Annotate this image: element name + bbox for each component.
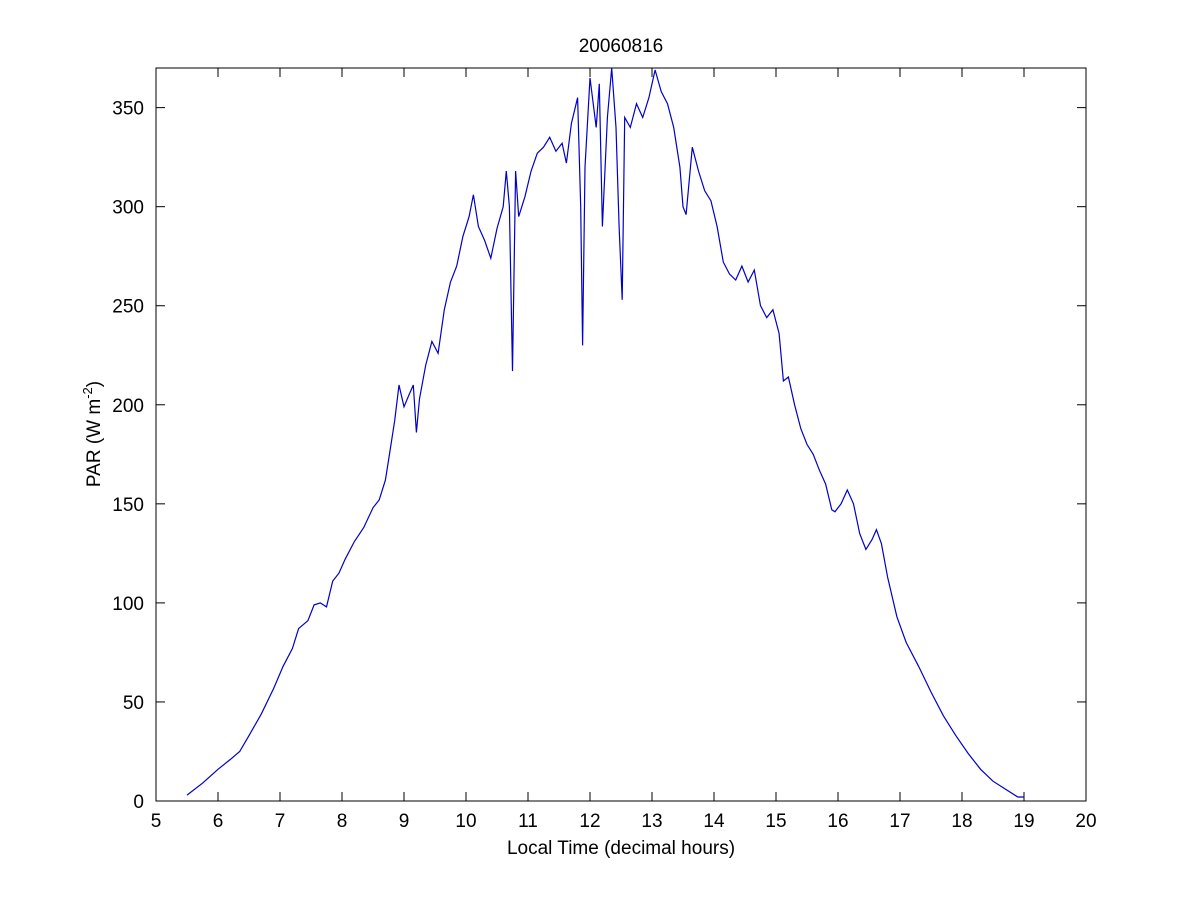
x-tick-label: 9 [399, 811, 410, 832]
y-axis-label: PAR (W m-2) [80, 381, 105, 487]
y-axis-label-superscript: -2 [80, 387, 95, 399]
y-tick-label: 250 [112, 297, 144, 318]
x-tick-label: 5 [151, 811, 162, 832]
x-tick-label: 17 [889, 811, 910, 832]
x-tick-label: 7 [275, 811, 286, 832]
chart-title: 20060816 [579, 36, 664, 57]
x-tick-label: 16 [827, 811, 848, 832]
y-tick-label: 50 [123, 693, 144, 714]
x-tick-label: 18 [951, 811, 972, 832]
x-tick-label: 13 [641, 811, 662, 832]
x-axis-label: Local Time (decimal hours) [507, 838, 735, 859]
y-axis-label-main: PAR (W m [84, 399, 105, 487]
y-tick-label: 200 [112, 396, 144, 417]
y-axis-ticks: 0 50 100 150 200 250 300 350 [112, 99, 1086, 813]
par-series-line [186, 67, 1024, 798]
x-tick-label: 10 [455, 811, 476, 832]
y-tick-label: 300 [112, 198, 144, 219]
x-tick-label: 15 [765, 811, 786, 832]
x-axis-ticks: 5 6 7 8 9 10 11 12 13 14 15 16 17 18 19 20 [151, 68, 1097, 832]
plot-area [155, 67, 1087, 802]
y-tick-label: 150 [112, 495, 144, 516]
y-axis-label-close: ) [84, 381, 105, 387]
x-tick-label: 19 [1013, 811, 1034, 832]
x-tick-label: 8 [337, 811, 348, 832]
x-tick-label: 11 [518, 811, 538, 832]
y-tick-label: 100 [112, 594, 144, 615]
x-tick-label: 14 [703, 811, 725, 832]
y-tick-label: 0 [133, 792, 144, 813]
x-tick-label: 12 [579, 811, 600, 832]
x-tick-label: 20 [1075, 811, 1096, 832]
y-tick-label: 350 [112, 99, 144, 120]
x-tick-label: 6 [213, 811, 224, 832]
